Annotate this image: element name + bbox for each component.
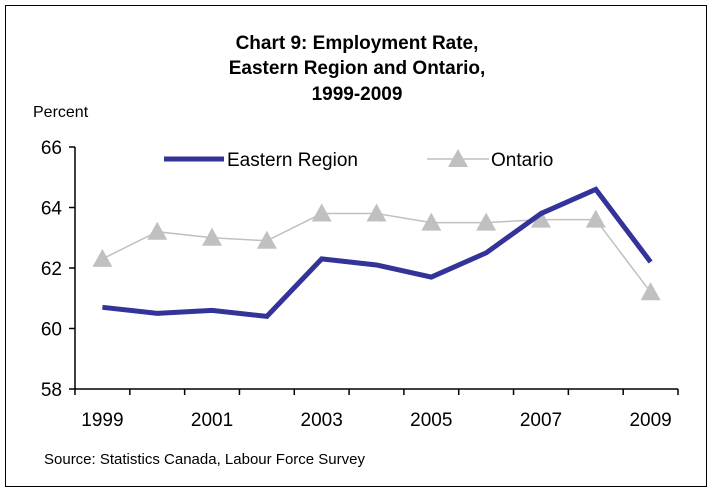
ontario-marker — [476, 212, 497, 231]
legend: Eastern Region Ontario — [164, 149, 553, 171]
ontario-marker — [311, 203, 332, 222]
y-tick-label: 62 — [41, 259, 62, 280]
legend-marker-ontario — [448, 149, 468, 167]
x-tick-label: 2005 — [410, 410, 452, 431]
x-tick-label: 1999 — [81, 410, 123, 431]
x-tick-label: 2007 — [520, 410, 562, 431]
axes: 66 64 62 60 58 1999 2001 2003 2005 2007 2009 — [41, 138, 679, 431]
series-line-ontario — [102, 212, 652, 293]
y-tick-label: 64 — [41, 199, 63, 220]
ontario-marker — [147, 221, 168, 240]
legend-label-eastern-region: Eastern Region — [227, 150, 358, 171]
ontario-marker — [92, 248, 113, 267]
y-tick-label: 60 — [41, 320, 62, 341]
ontario-marker — [202, 227, 223, 246]
ontario-marker — [585, 209, 606, 228]
ontario-marker — [256, 230, 277, 249]
chart-title-line-1: Chart 9: Employment Rate, — [235, 33, 479, 54]
chart-title-line-2: Eastern Region and Ontario, — [228, 58, 486, 79]
chart-title-line-3: 1999-2009 — [311, 84, 403, 105]
ontario-marker — [366, 203, 387, 222]
series-line-eastern-region — [102, 186, 653, 320]
source-note: Source: Statistics Canada, Labour Force … — [44, 451, 365, 468]
x-tick-label: 2001 — [191, 410, 233, 431]
ontario-marker — [421, 212, 442, 231]
ontario-marker — [530, 209, 551, 228]
chart-frame — [5, 5, 707, 487]
x-tick-label: 2009 — [629, 410, 671, 431]
series-layer — [92, 186, 661, 320]
y-axis-label: Percent — [33, 104, 89, 121]
legend-label-ontario: Ontario — [491, 150, 553, 171]
y-tick-label: 66 — [41, 138, 62, 159]
x-tick-label: 2003 — [301, 410, 343, 431]
ontario-marker — [640, 282, 661, 301]
y-tick-label: 58 — [41, 380, 62, 401]
